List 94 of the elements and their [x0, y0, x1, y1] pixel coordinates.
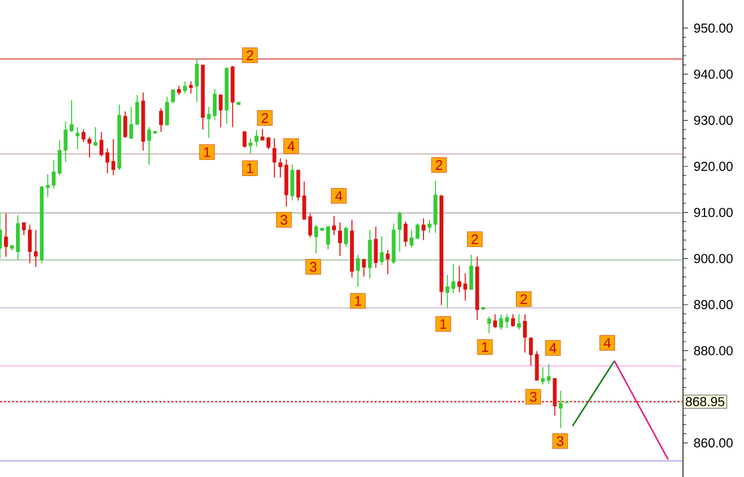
annotation: 2	[246, 50, 254, 60]
annotation: 2	[472, 234, 478, 244]
candlestick	[374, 226, 378, 268]
candlestick	[94, 126, 98, 147]
candlestick	[58, 140, 62, 176]
annotation: 1	[482, 342, 488, 352]
candlestick	[135, 94, 140, 126]
candlestick	[362, 258, 366, 278]
candlestick	[177, 85, 181, 96]
candlestick	[469, 254, 474, 290]
candlestick	[22, 222, 26, 236]
annotation: 4	[549, 343, 556, 353]
y-tick-label: 880.00	[694, 346, 733, 356]
candlestick	[183, 81, 187, 94]
candlestick	[499, 314, 503, 330]
candlestick	[344, 226, 348, 248]
candlestick	[52, 159, 56, 189]
candlestick	[314, 224, 318, 254]
candlestick	[445, 274, 450, 309]
candlestick	[105, 148, 110, 174]
y-tick-label: 860.00	[694, 438, 733, 448]
candlestick	[410, 229, 414, 248]
annotation: 1	[204, 147, 210, 157]
candlestick	[332, 216, 336, 236]
candlestick	[218, 94, 223, 128]
annotation: 4	[288, 141, 295, 151]
candlestick	[111, 138, 116, 176]
candlestick	[129, 106, 134, 140]
y-tick-label: 900.00	[694, 254, 733, 264]
annotation: 3	[556, 436, 564, 446]
candlestick	[511, 314, 515, 328]
candlestick	[76, 126, 80, 150]
candlestick	[523, 314, 527, 354]
annotation: 2	[262, 113, 268, 123]
annotation: 1	[355, 296, 362, 306]
annotation: 3	[280, 214, 288, 225]
candlestick	[457, 265, 462, 293]
candlestick	[82, 129, 86, 142]
candlestick	[398, 211, 402, 252]
candlestick	[34, 229, 38, 268]
annotation: 2	[436, 160, 442, 170]
y-tick-label: 890.00	[694, 300, 733, 310]
candlestick	[147, 126, 152, 166]
candlestick	[416, 223, 420, 240]
candlestick	[380, 236, 384, 266]
candlestick	[99, 132, 104, 157]
candlestick	[248, 138, 252, 154]
candlestick	[254, 129, 258, 148]
candlestick	[528, 337, 533, 366]
candlestick	[159, 108, 163, 132]
candlestick	[540, 366, 545, 385]
candlestick	[326, 225, 330, 250]
candlestick	[404, 221, 408, 248]
candlestick	[505, 314, 509, 329]
candlestick	[165, 96, 169, 126]
candlestick	[451, 264, 456, 294]
ref-line-label: 868.95	[686, 397, 724, 406]
annotation: 4	[604, 338, 611, 348]
candlestick	[188, 81, 193, 94]
candlestick	[422, 218, 426, 241]
y-tick-label: 930.00	[694, 116, 733, 125]
candlestick	[558, 390, 563, 429]
annotation: 1	[247, 163, 254, 174]
candlestick	[70, 100, 74, 132]
candlestick	[493, 314, 498, 329]
candlestick	[171, 88, 175, 104]
y-tick-label: 950.00	[694, 24, 733, 33]
candlestick	[517, 314, 521, 330]
candlestick	[4, 212, 8, 258]
candlestick	[242, 130, 246, 148]
annotation: 1	[440, 319, 446, 329]
candlestick	[123, 111, 128, 138]
candlestick	[64, 121, 68, 162]
annotation: 3	[530, 392, 537, 402]
candlestick	[88, 136, 92, 158]
annotation: 3	[310, 262, 316, 272]
candlestick	[356, 254, 360, 288]
candlestick	[194, 58, 199, 102]
y-tick-label: 940.00	[694, 70, 733, 79]
candlestick	[428, 219, 432, 234]
candlestick	[28, 224, 32, 264]
candlestick	[546, 364, 551, 384]
candlestick	[308, 212, 312, 238]
annotation: 4	[335, 191, 342, 201]
candlestick	[386, 249, 390, 275]
annotation: 2	[520, 294, 527, 304]
y-tick-label: 910.00	[694, 208, 733, 218]
candlestick	[266, 136, 270, 150]
candlestick	[278, 158, 282, 178]
y-tick-label: 920.00	[694, 162, 733, 171]
candlestick	[338, 222, 342, 256]
candlestick	[463, 272, 468, 301]
candlestick	[272, 138, 276, 178]
candlestick	[487, 316, 492, 334]
